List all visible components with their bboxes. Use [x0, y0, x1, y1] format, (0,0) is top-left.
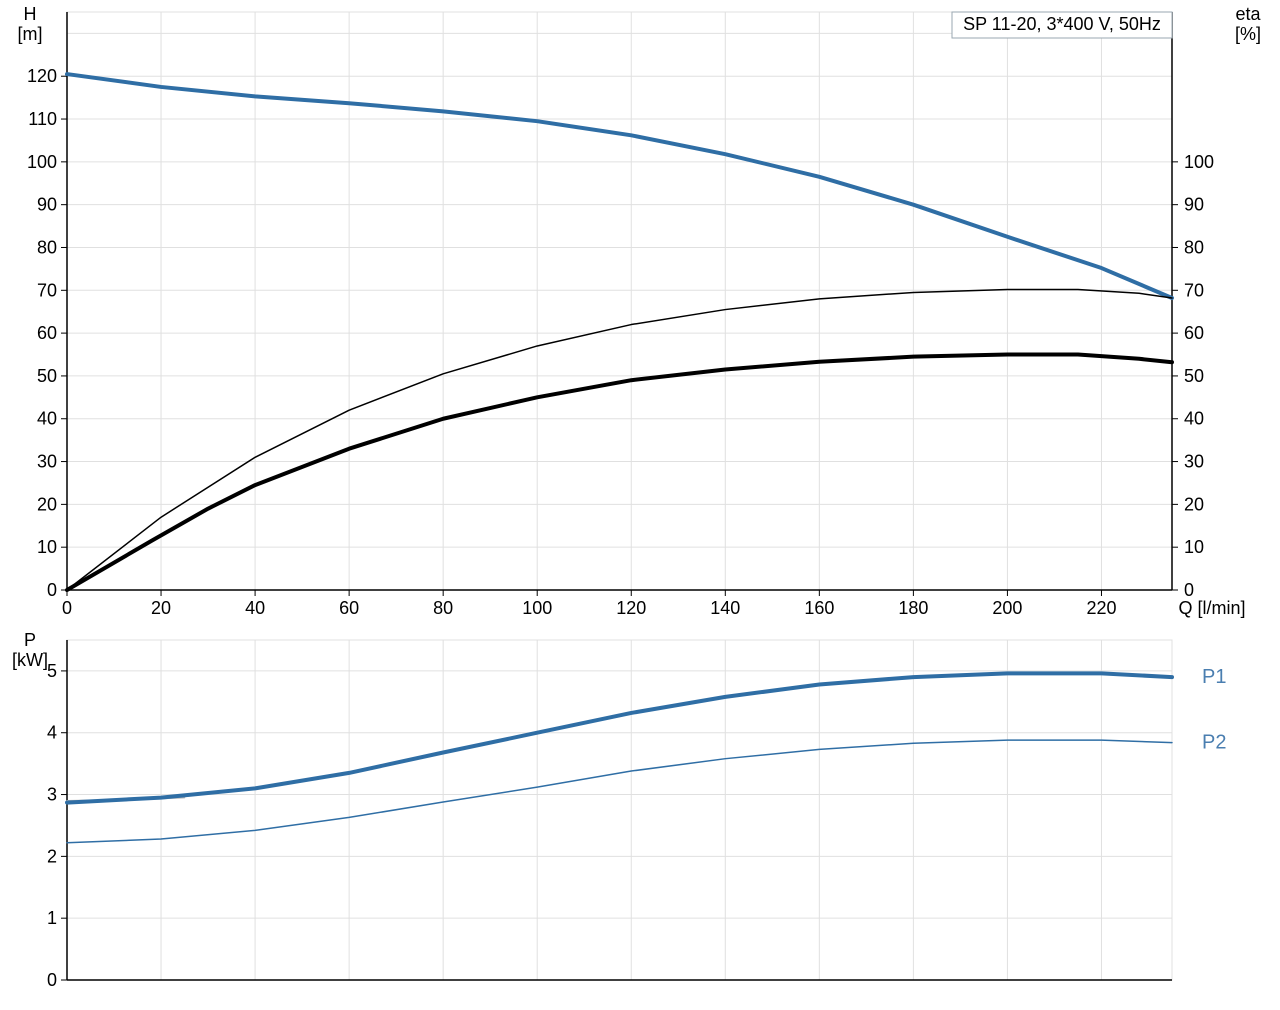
- eta-curve-thin: [67, 289, 1172, 590]
- top-left-tick: 60: [37, 323, 57, 343]
- top-left-tick: 70: [37, 280, 57, 300]
- top-x-tick: 20: [151, 598, 171, 618]
- bottom-left-tick: 2: [47, 846, 57, 866]
- top-left-tick: 80: [37, 237, 57, 257]
- bottom-left-axis-label: P: [24, 630, 36, 650]
- top-right-tick: 20: [1184, 494, 1204, 514]
- top-left-axis-unit: [m]: [18, 24, 43, 44]
- p2-label: P2: [1202, 732, 1226, 754]
- top-right-tick: 40: [1184, 409, 1204, 429]
- top-x-tick: 60: [339, 598, 359, 618]
- top-x-tick: 0: [62, 598, 72, 618]
- head-curve: [67, 74, 1172, 298]
- bottom-left-tick: 4: [47, 723, 57, 743]
- top-left-tick: 110: [28, 109, 57, 129]
- top-left-tick: 100: [27, 152, 57, 172]
- top-x-tick: 180: [898, 598, 928, 618]
- top-left-axis-label: H: [24, 4, 37, 24]
- top-right-tick: 80: [1184, 237, 1204, 257]
- top-x-axis-label: Q [l/min]: [1178, 598, 1245, 618]
- bottom-left-tick: 0: [47, 970, 57, 990]
- p1-curve: [67, 673, 1172, 802]
- legend-text: SP 11-20, 3*400 V, 50Hz: [963, 14, 1161, 34]
- top-left-tick: 50: [37, 366, 57, 386]
- top-left-tick: 30: [37, 452, 57, 472]
- top-right-tick: 50: [1184, 366, 1204, 386]
- top-x-tick: 80: [433, 598, 453, 618]
- top-right-tick: 70: [1184, 280, 1204, 300]
- top-right-tick: 30: [1184, 452, 1204, 472]
- bottom-left-tick: 1: [47, 908, 57, 928]
- top-left-tick: 90: [37, 195, 57, 215]
- bottom-left-axis-unit: [kW]: [12, 650, 48, 670]
- top-x-tick: 140: [710, 598, 740, 618]
- top-right-axis-label: eta: [1235, 4, 1261, 24]
- top-right-tick: 90: [1184, 195, 1204, 215]
- top-left-tick: 120: [27, 66, 57, 86]
- top-right-axis-unit: [%]: [1235, 24, 1261, 44]
- top-right-tick: 10: [1184, 537, 1204, 557]
- top-right-tick: 100: [1184, 152, 1214, 172]
- top-right-tick: 60: [1184, 323, 1204, 343]
- top-x-tick: 220: [1086, 598, 1116, 618]
- top-right-tick: 0: [1184, 580, 1194, 600]
- top-x-tick: 160: [804, 598, 834, 618]
- bottom-left-tick: 3: [47, 785, 57, 805]
- top-x-tick: 40: [245, 598, 265, 618]
- top-left-tick: 10: [37, 537, 57, 557]
- bottom-left-tick: 5: [47, 661, 57, 681]
- top-x-tick: 200: [992, 598, 1022, 618]
- top-x-tick: 120: [616, 598, 646, 618]
- top-left-tick: 20: [37, 494, 57, 514]
- top-left-tick: 0: [47, 580, 57, 600]
- top-x-tick: 100: [522, 598, 552, 618]
- p1-label: P1: [1202, 666, 1226, 688]
- top-left-tick: 40: [37, 409, 57, 429]
